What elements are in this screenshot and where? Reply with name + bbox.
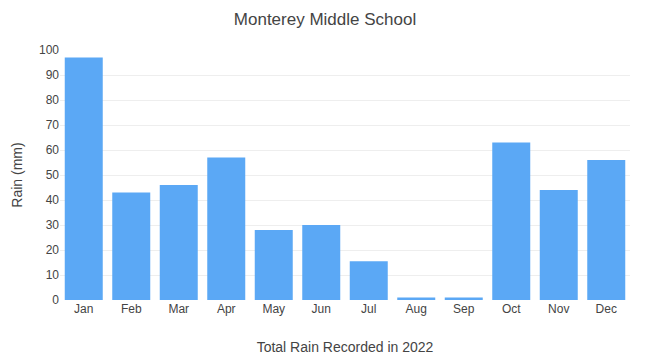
svg-text:Aug: Aug <box>406 302 427 316</box>
svg-text:80: 80 <box>46 93 60 107</box>
svg-text:70: 70 <box>46 118 60 132</box>
svg-text:0: 0 <box>52 293 59 307</box>
svg-text:50: 50 <box>46 168 60 182</box>
svg-text:Apr: Apr <box>217 302 236 316</box>
svg-text:10: 10 <box>46 268 60 282</box>
svg-text:Jul: Jul <box>361 302 376 316</box>
svg-text:Monterey Middle School: Monterey Middle School <box>234 10 416 29</box>
svg-text:Feb: Feb <box>121 302 142 316</box>
svg-text:Jun: Jun <box>312 302 331 316</box>
svg-text:60: 60 <box>46 143 60 157</box>
svg-text:Nov: Nov <box>548 302 569 316</box>
svg-text:Mar: Mar <box>168 302 189 316</box>
svg-text:Jan: Jan <box>74 302 93 316</box>
svg-text:90: 90 <box>46 68 60 82</box>
svg-text:Total Rain Recorded in 2022: Total Rain Recorded in 2022 <box>257 339 434 355</box>
svg-text:Sep: Sep <box>453 302 475 316</box>
svg-text:Rain (mm): Rain (mm) <box>9 142 25 207</box>
svg-text:Oct: Oct <box>502 302 521 316</box>
svg-text:20: 20 <box>46 243 60 257</box>
svg-text:May: May <box>262 302 285 316</box>
svg-text:30: 30 <box>46 218 60 232</box>
svg-text:Dec: Dec <box>596 302 617 316</box>
svg-text:100: 100 <box>39 43 59 57</box>
svg-text:40: 40 <box>46 193 60 207</box>
